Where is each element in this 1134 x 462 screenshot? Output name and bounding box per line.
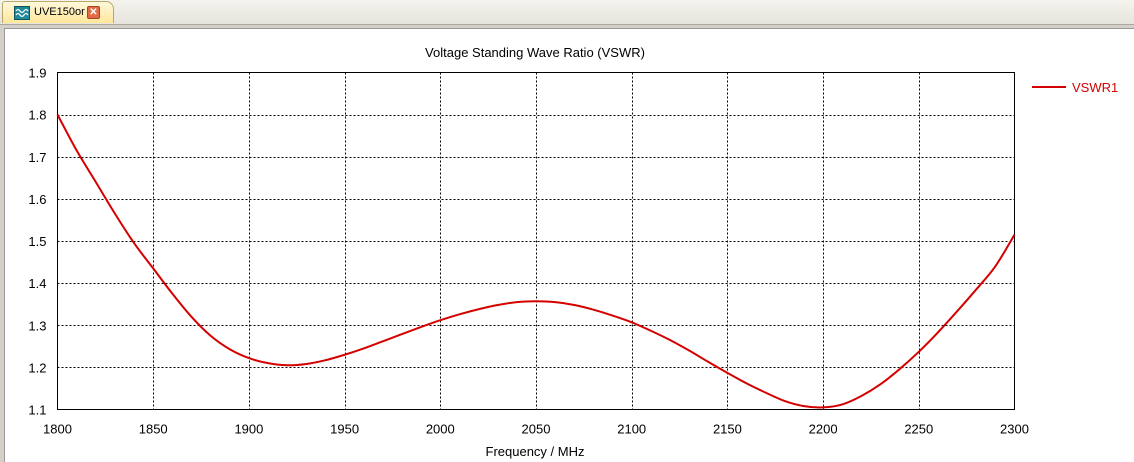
chart-panel	[4, 28, 1134, 462]
x-tick-label: 1950	[330, 422, 359, 437]
x-tick-label: 2200	[809, 422, 838, 437]
y-tick-label: 1.9	[28, 66, 46, 81]
x-tick-label: 1900	[234, 422, 263, 437]
x-tick-label: 2100	[617, 422, 646, 437]
chart-title: Voltage Standing Wave Ratio (VSWR)	[425, 45, 645, 60]
x-tick-label: 2250	[904, 422, 933, 437]
legend-label: VSWR1	[1072, 80, 1118, 95]
legend: VSWR1	[1032, 80, 1118, 95]
series-line-vswr1	[56, 114, 1016, 409]
y-tick-label: 1.1	[28, 403, 46, 418]
y-tick-label: 1.7	[28, 150, 46, 165]
y-tick-label: 1.8	[28, 108, 46, 123]
tab-title: UVE150or	[34, 6, 85, 18]
document-tab-bar: UVE150or ✕	[0, 0, 1134, 25]
x-tick-label: 1800	[43, 422, 72, 437]
close-icon[interactable]: ✕	[87, 6, 100, 19]
x-tick-label: 2150	[713, 422, 742, 437]
document-tab[interactable]: UVE150or ✕	[2, 1, 114, 23]
x-axis-label: Frequency / MHz	[486, 444, 585, 459]
y-tick-label: 1.2	[28, 360, 46, 375]
x-tick-label: 1850	[139, 422, 168, 437]
waveform-icon	[14, 6, 30, 20]
plot-area-border	[57, 72, 1015, 410]
x-tick-label: 2300	[1000, 422, 1029, 437]
y-tick-label: 1.4	[28, 276, 46, 291]
y-tick-label: 1.3	[28, 318, 46, 333]
x-tick-label: 2000	[426, 422, 455, 437]
y-tick-label: 1.5	[28, 234, 46, 249]
x-tick-label: 2050	[522, 422, 551, 437]
y-tick-label: 1.6	[28, 192, 46, 207]
